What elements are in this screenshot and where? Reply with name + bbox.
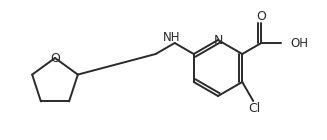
Text: N: N (213, 33, 223, 46)
Text: O: O (256, 10, 266, 23)
Text: NH: NH (163, 31, 181, 44)
Text: OH: OH (290, 37, 308, 50)
Text: Cl: Cl (248, 102, 260, 115)
Text: O: O (50, 52, 60, 65)
